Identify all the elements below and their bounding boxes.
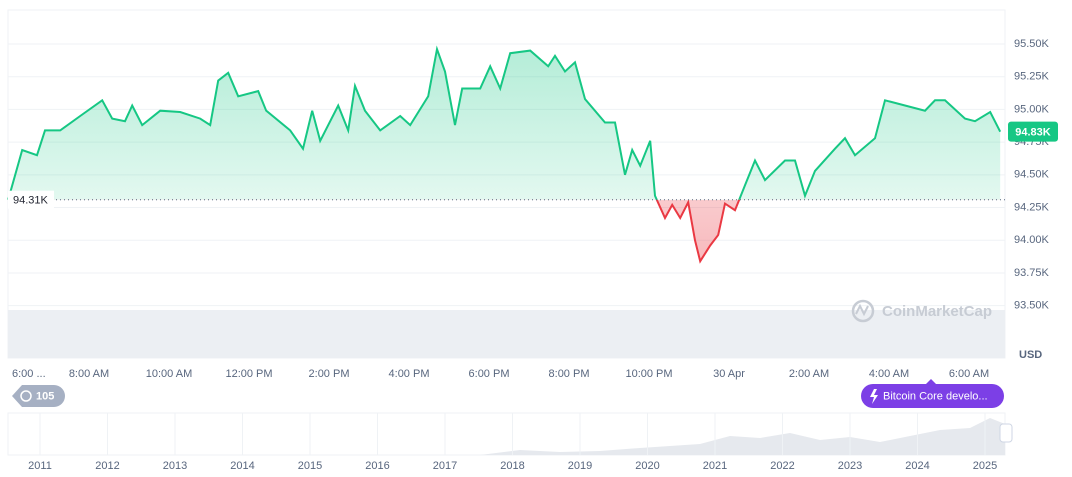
year-label: 2016 [365, 460, 389, 472]
x-tick-label: 8:00 AM [69, 368, 109, 380]
year-label: 2022 [770, 460, 794, 472]
year-label: 2013 [163, 460, 187, 472]
x-tick-label: 30 Apr [713, 368, 745, 380]
current-price-badge [1008, 121, 1058, 142]
year-label: 2024 [905, 460, 929, 472]
volume-band [8, 310, 1005, 358]
watermark: CoinMarketCap [882, 303, 992, 320]
x-tick-label: 6:00 ... [12, 368, 46, 380]
x-tick-label: 4:00 PM [389, 368, 430, 380]
year-label: 2023 [838, 460, 862, 472]
year-label: 2011 [28, 460, 52, 472]
year-label: 2014 [230, 460, 254, 472]
y-tick-label: 95.00K [1014, 103, 1050, 115]
current-price-label: 94.83K [1015, 127, 1051, 139]
y-tick-label: 95.25K [1014, 71, 1050, 83]
x-tick-label: 6:00 PM [469, 368, 510, 380]
x-tick-label: 6:00 AM [949, 368, 989, 380]
news-badge[interactable]: Bitcoin Core develo... [861, 379, 1004, 408]
year-label: 2018 [500, 460, 524, 472]
navigator [7, 412, 1013, 456]
year-label: 2020 [635, 460, 659, 472]
x-tick-label: 2:00 AM [789, 368, 829, 380]
area-above [8, 49, 1001, 200]
price-line [7, 45, 1002, 200]
x-tick-label: 2:00 PM [309, 368, 350, 380]
year-label: 2015 [298, 460, 322, 472]
year-label: 2017 [433, 460, 457, 472]
watermark-logo [851, 299, 875, 323]
x-tick-label: 4:00 AM [869, 368, 909, 380]
y-tick-label: 93.75K [1014, 267, 1050, 279]
news-text: Bitcoin Core develo... [883, 390, 988, 402]
history-count: 105 [36, 390, 54, 402]
area-below [8, 199, 740, 262]
year-label: 2025 [973, 460, 997, 472]
x-tick-label: 10:00 AM [146, 368, 192, 380]
x-tick-label: 10:00 PM [625, 368, 672, 380]
currency-label: USD [1019, 349, 1042, 361]
y-tick-label: 94.00K [1014, 234, 1050, 246]
year-label: 2019 [568, 460, 592, 472]
y-tick-label: 93.50K [1014, 300, 1050, 312]
x-tick-label: 8:00 PM [549, 368, 590, 380]
x-tick-label: 12:00 PM [225, 368, 272, 380]
y-tick-label: 94.25K [1014, 201, 1050, 213]
y-tick-label: 94.50K [1014, 169, 1050, 181]
history-pill[interactable]: 105 [12, 385, 65, 407]
reference-box [8, 190, 54, 209]
year-label: 2021 [703, 460, 727, 472]
year-label: 2012 [95, 460, 119, 472]
reference-label: 94.31K [13, 195, 49, 207]
y-tick-label: 95.50K [1014, 38, 1050, 50]
